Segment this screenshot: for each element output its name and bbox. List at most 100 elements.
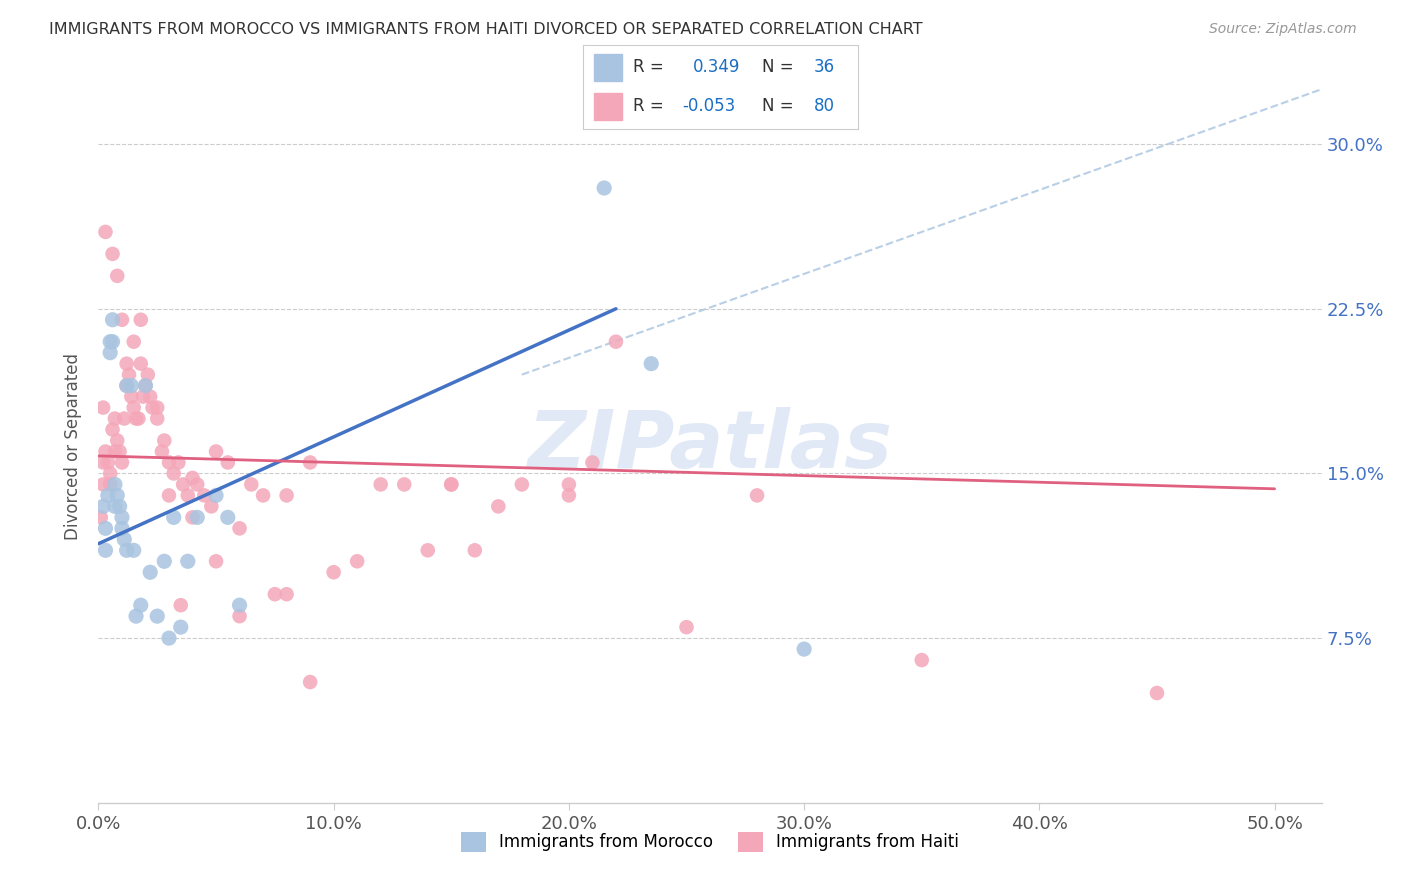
- Point: [105, 268, 128, 283]
- Point: [115, 357, 138, 371]
- Point: [120, 390, 142, 404]
- Point: [486, 500, 509, 514]
- Text: ZIPatlas: ZIPatlas: [527, 407, 893, 485]
- Point: [94, 225, 117, 239]
- Point: [276, 488, 298, 502]
- Point: [91, 477, 114, 491]
- Point: [440, 477, 463, 491]
- Text: Source: ZipAtlas.com: Source: ZipAtlas.com: [1209, 22, 1357, 37]
- Point: [181, 471, 204, 485]
- Point: [558, 488, 581, 502]
- Point: [558, 477, 581, 491]
- Point: [146, 609, 169, 624]
- Point: [392, 477, 416, 491]
- Point: [181, 510, 204, 524]
- Point: [91, 455, 114, 469]
- Point: [139, 390, 162, 404]
- Point: [186, 477, 208, 491]
- Point: [101, 247, 124, 261]
- Point: [129, 357, 152, 371]
- Point: [97, 455, 120, 469]
- Point: [745, 488, 768, 502]
- Point: [115, 378, 138, 392]
- Point: [163, 510, 186, 524]
- Point: [141, 401, 163, 415]
- Point: [91, 401, 114, 415]
- Point: [167, 455, 190, 469]
- Point: [122, 334, 145, 349]
- Bar: [595, 54, 621, 81]
- Point: [104, 477, 127, 491]
- Point: [125, 609, 148, 624]
- Point: [593, 181, 616, 195]
- Point: [101, 334, 124, 349]
- Text: N =: N =: [762, 59, 793, 77]
- Point: [91, 500, 114, 514]
- Point: [1146, 686, 1168, 700]
- Point: [129, 598, 152, 612]
- Point: [108, 500, 131, 514]
- Point: [129, 312, 152, 326]
- Point: [134, 378, 156, 392]
- Y-axis label: Divorced or Separated: Divorced or Separated: [65, 352, 83, 540]
- Point: [217, 510, 239, 524]
- Point: [112, 411, 135, 425]
- Point: [153, 554, 176, 568]
- Bar: [595, 93, 621, 120]
- Point: [146, 411, 169, 425]
- Point: [98, 334, 121, 349]
- Point: [163, 467, 186, 481]
- Point: [98, 345, 121, 359]
- Text: N =: N =: [762, 97, 793, 115]
- Point: [157, 488, 180, 502]
- Point: [276, 587, 298, 601]
- Point: [193, 488, 215, 502]
- Point: [136, 368, 159, 382]
- Point: [186, 510, 208, 524]
- Point: [115, 543, 138, 558]
- Point: [793, 642, 815, 657]
- Point: [90, 510, 112, 524]
- Point: [416, 543, 439, 558]
- Point: [370, 477, 392, 491]
- Point: [228, 521, 250, 535]
- Point: [217, 455, 239, 469]
- Point: [205, 554, 228, 568]
- Point: [104, 444, 127, 458]
- Point: [120, 378, 142, 392]
- Point: [153, 434, 176, 448]
- Point: [111, 510, 134, 524]
- Point: [263, 587, 285, 601]
- Point: [111, 521, 134, 535]
- Point: [299, 455, 322, 469]
- Point: [146, 401, 169, 415]
- Point: [150, 444, 173, 458]
- Text: -0.053: -0.053: [682, 97, 735, 115]
- Point: [104, 411, 127, 425]
- Text: 0.349: 0.349: [693, 59, 741, 77]
- Point: [228, 598, 250, 612]
- Point: [105, 434, 128, 448]
- Point: [111, 312, 134, 326]
- Point: [94, 543, 117, 558]
- Point: [172, 477, 194, 491]
- Point: [157, 455, 180, 469]
- Text: 80: 80: [814, 97, 835, 115]
- Point: [605, 334, 627, 349]
- Point: [157, 631, 180, 645]
- Point: [581, 455, 603, 469]
- Point: [170, 620, 193, 634]
- Point: [94, 444, 117, 458]
- Point: [127, 411, 149, 425]
- Text: IMMIGRANTS FROM MOROCCO VS IMMIGRANTS FROM HAITI DIVORCED OR SEPARATED CORRELATI: IMMIGRANTS FROM MOROCCO VS IMMIGRANTS FR…: [49, 22, 922, 37]
- Point: [97, 488, 120, 502]
- Point: [440, 477, 463, 491]
- Point: [101, 423, 124, 437]
- Point: [122, 543, 145, 558]
- Point: [299, 675, 322, 690]
- Point: [108, 444, 131, 458]
- Point: [111, 455, 134, 469]
- Point: [170, 598, 193, 612]
- Point: [118, 368, 141, 382]
- Point: [510, 477, 533, 491]
